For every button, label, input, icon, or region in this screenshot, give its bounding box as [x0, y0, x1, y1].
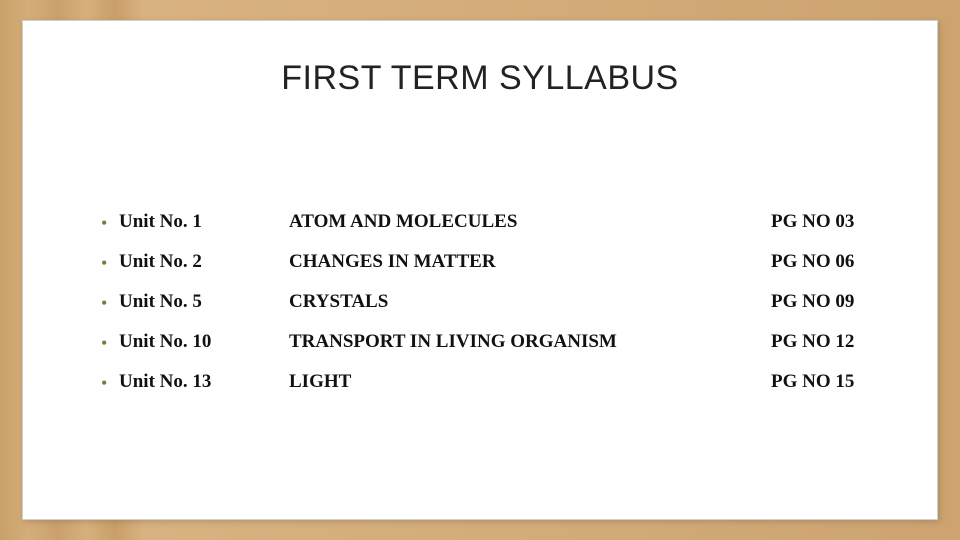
list-item: • Unit No. 5 CRYSTALS PG NO 09	[101, 291, 891, 313]
list-item: • Unit No. 10 TRANSPORT IN LIVING ORGANI…	[101, 331, 891, 353]
page-title: FIRST TERM SYLLABUS	[23, 59, 937, 98]
list-item: • Unit No. 2 CHANGES IN MATTER PG NO 06	[101, 251, 891, 273]
topic-label: CRYSTALS	[289, 291, 771, 313]
unit-label: Unit No. 10	[119, 331, 289, 353]
bullet-icon: •	[101, 334, 119, 352]
unit-label: Unit No. 5	[119, 291, 289, 313]
topic-label: CHANGES IN MATTER	[289, 251, 771, 273]
page-label: PG NO 15	[771, 371, 891, 393]
topic-label: TRANSPORT IN LIVING ORGANISM	[289, 331, 771, 353]
bullet-icon: •	[101, 294, 119, 312]
unit-label: Unit No. 1	[119, 211, 289, 233]
page-label: PG NO 06	[771, 251, 891, 273]
bullet-icon: •	[101, 254, 119, 272]
topic-label: ATOM AND MOLECULES	[289, 211, 771, 233]
slide: FIRST TERM SYLLABUS • Unit No. 1 ATOM AN…	[22, 20, 938, 520]
list-item: • Unit No. 1 ATOM AND MOLECULES PG NO 03	[101, 211, 891, 233]
syllabus-list: • Unit No. 1 ATOM AND MOLECULES PG NO 03…	[101, 211, 891, 411]
page-label: PG NO 09	[771, 291, 891, 313]
topic-label: LIGHT	[289, 371, 771, 393]
unit-label: Unit No. 2	[119, 251, 289, 273]
page-label: PG NO 03	[771, 211, 891, 233]
list-item: • Unit No. 13 LIGHT PG NO 15	[101, 371, 891, 393]
bullet-icon: •	[101, 214, 119, 232]
unit-label: Unit No. 13	[119, 371, 289, 393]
bullet-icon: •	[101, 374, 119, 392]
page-label: PG NO 12	[771, 331, 891, 353]
